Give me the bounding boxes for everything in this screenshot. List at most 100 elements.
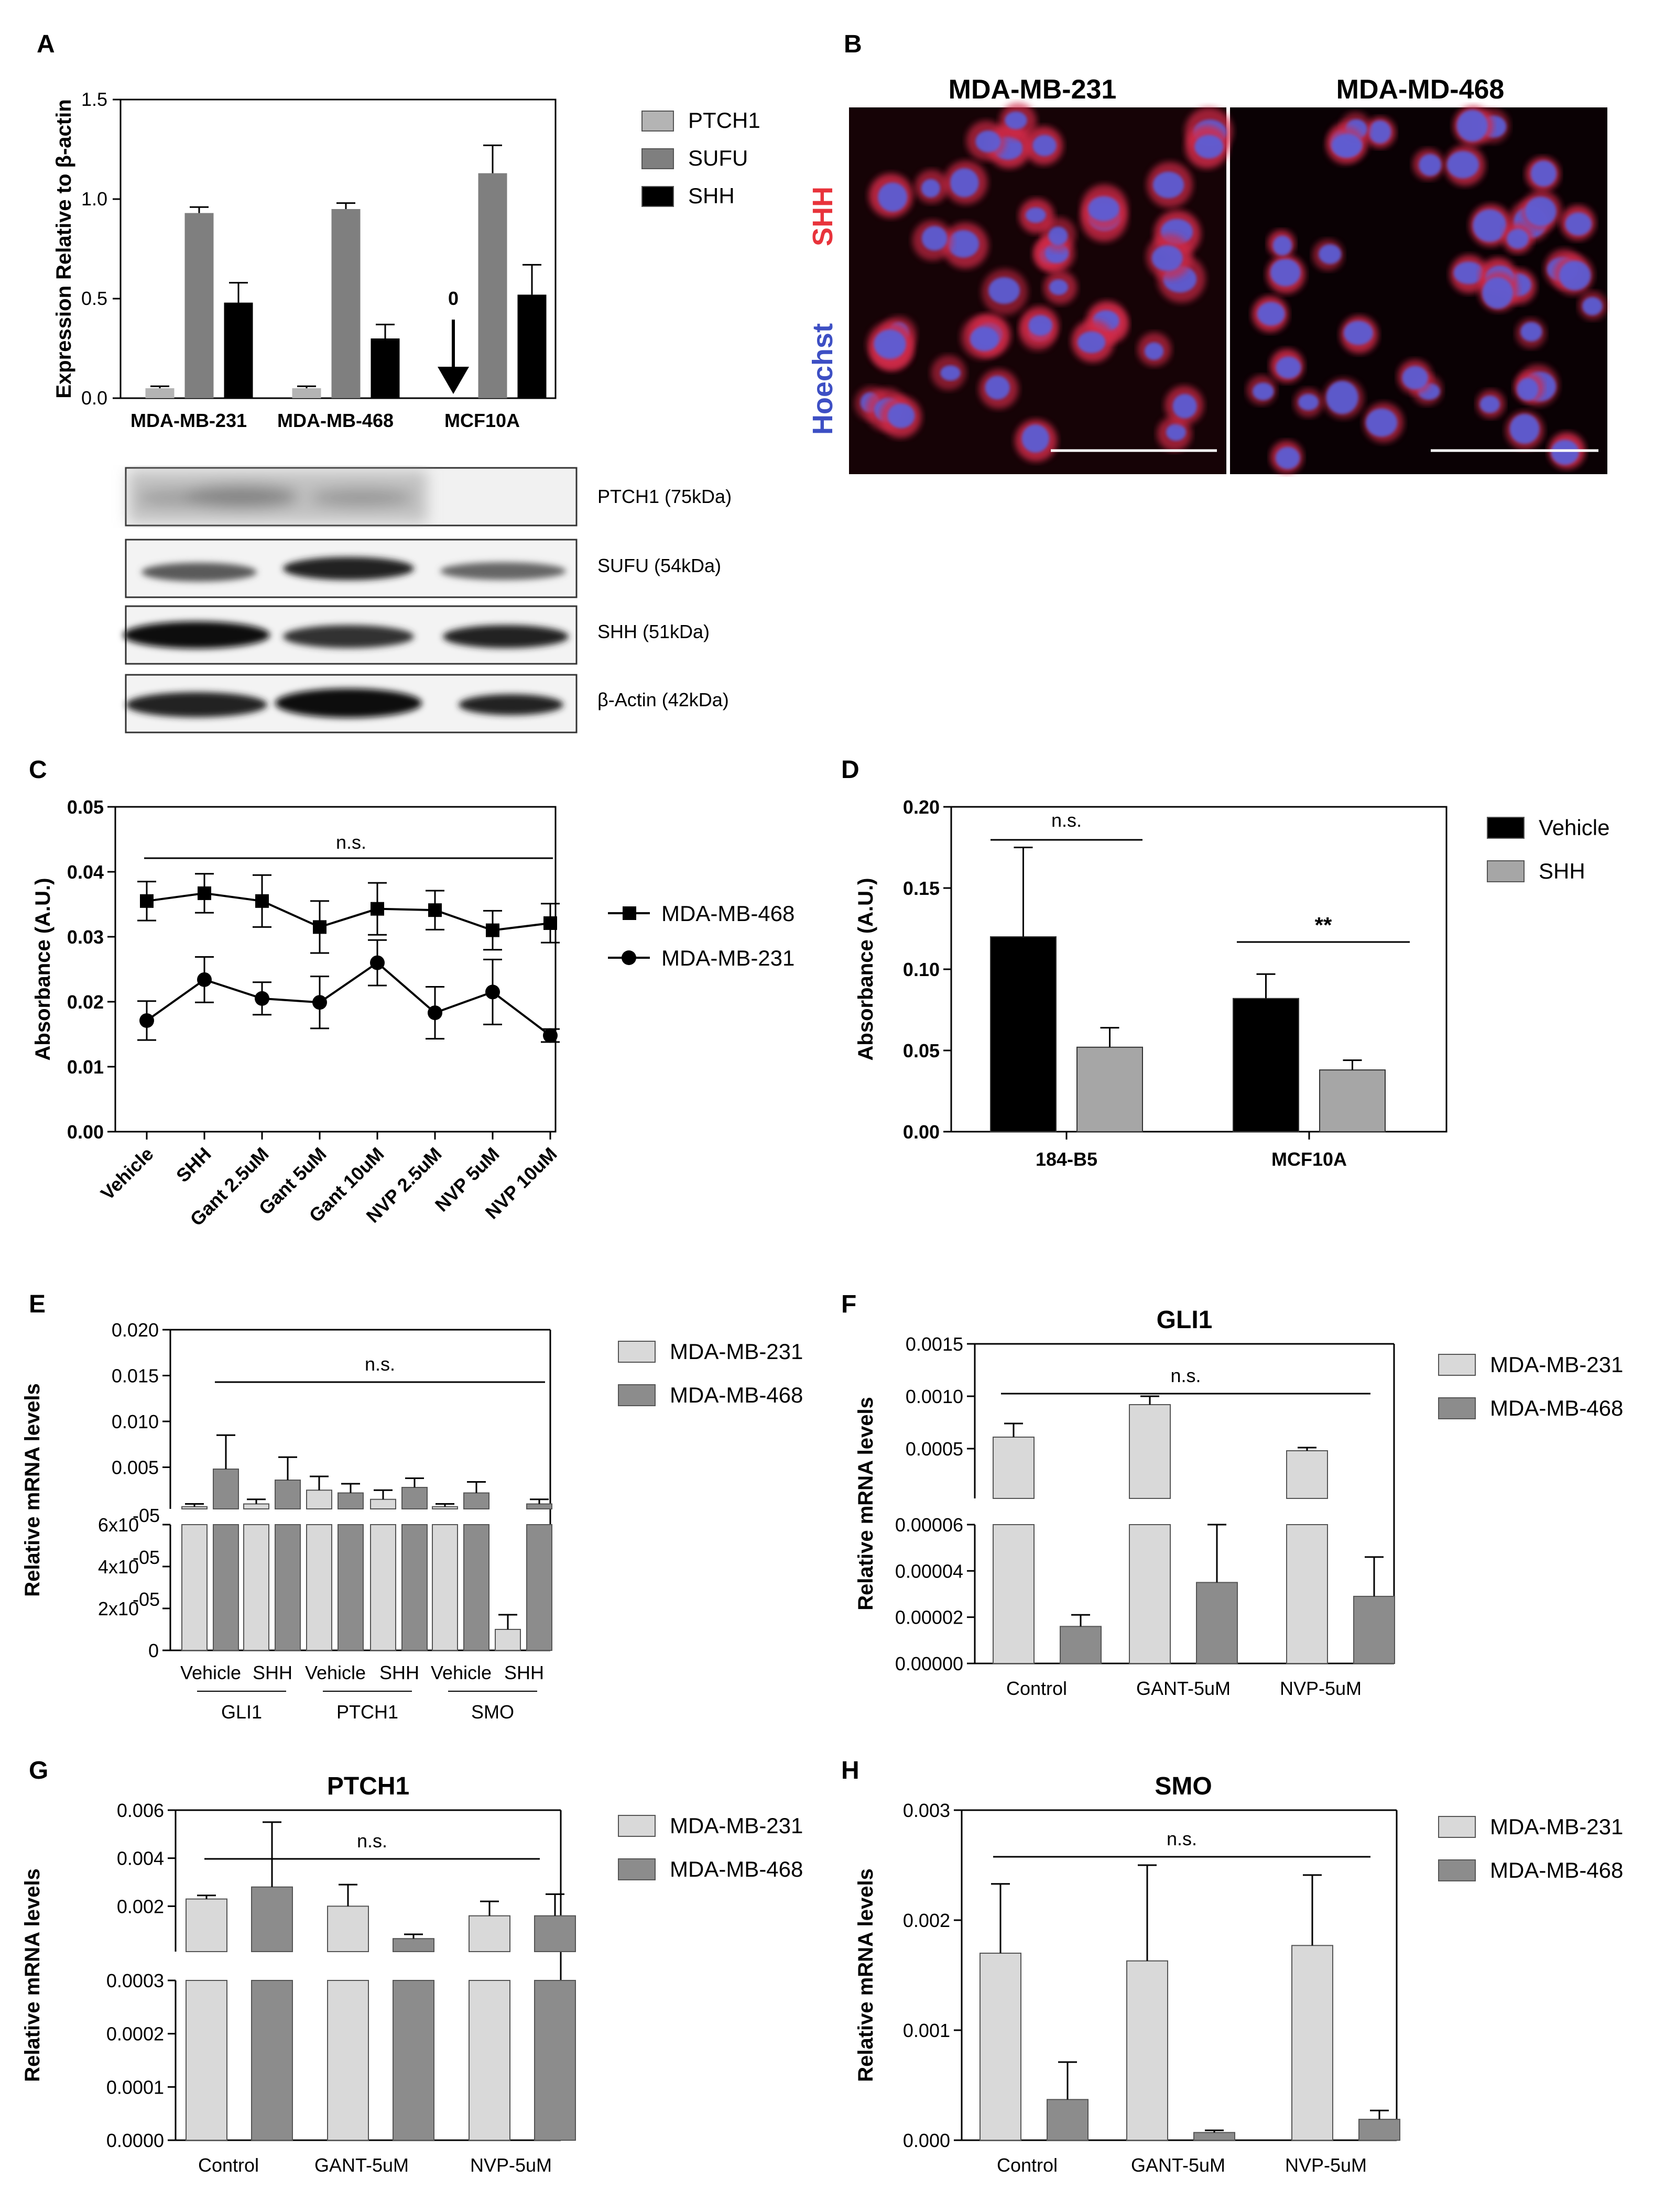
y-tick-label: 0.0	[81, 387, 107, 409]
cell-nucleus	[1366, 408, 1398, 437]
bar	[1233, 998, 1299, 1133]
bar	[1047, 2099, 1089, 2141]
x-tick-label: Control	[1006, 1678, 1067, 1699]
x-tick-label: Vehicle	[431, 1662, 492, 1683]
y-tick-label: 6x10	[98, 1514, 139, 1536]
y-tick-label: 0.05	[67, 796, 104, 818]
significance-label: n.s.	[1167, 1828, 1197, 1849]
cells-231	[854, 103, 1233, 462]
blot-label-sufu: SUFU (54kDa)	[597, 555, 721, 576]
cell-nucleus	[1275, 446, 1300, 469]
legend-label: MDA-MB-468	[1490, 1396, 1623, 1420]
data-point	[428, 903, 442, 917]
cell-nucleus	[1172, 393, 1197, 419]
x-tick-label: NVP-5uM	[470, 2154, 552, 2176]
plot-frame	[114, 806, 557, 1133]
bar	[1129, 1524, 1171, 1664]
y-tick-label: 0.004	[117, 1848, 164, 1869]
bar	[370, 1524, 396, 1651]
y-tick-label: 0.5	[81, 288, 107, 309]
cell-nucleus	[1276, 356, 1301, 379]
y-tick-label: 1.0	[81, 188, 107, 210]
bar	[306, 1524, 332, 1651]
western-blot: PTCH1 (75kDa) SUFU (54kDa) SHH (51kDa) β…	[123, 467, 732, 733]
cell-nucleus	[1032, 135, 1057, 157]
data-point	[255, 991, 269, 1006]
legend-swatch	[1438, 1354, 1476, 1376]
chart-title: PTCH1	[327, 1772, 409, 1800]
panel-label-f: F	[841, 1290, 856, 1318]
legend-label: MDA-MB-231	[670, 1813, 803, 1838]
panel-label-c: C	[29, 756, 47, 784]
x-tick-label: GANT-5uM	[1136, 1678, 1231, 1699]
panel-label-g: G	[29, 1757, 48, 1784]
bar	[534, 1980, 576, 2141]
bar	[327, 1906, 369, 1952]
bar	[331, 209, 361, 398]
cell-nucleus	[878, 182, 908, 212]
legend-swatch	[618, 1858, 656, 1880]
y-tick-label: 0.005	[112, 1457, 159, 1479]
bar	[292, 388, 321, 398]
cell-nucleus	[1509, 414, 1540, 444]
blot-band	[459, 694, 563, 715]
cell-nucleus	[1253, 382, 1274, 400]
blot-label-actin: β-Actin (42kDa)	[597, 689, 729, 710]
y-tick-label: 0.00	[67, 1121, 104, 1143]
y-tick-label: 0.00004	[895, 1560, 963, 1582]
micrograph-title-468: MDA-MD-468	[1336, 74, 1505, 105]
panel-label-h: H	[841, 1757, 859, 1784]
group-label: SMO	[471, 1701, 514, 1723]
y-tick-label: 0.002	[903, 1910, 950, 1931]
bar	[181, 1524, 208, 1651]
bar	[275, 1480, 301, 1509]
cell-nucleus	[1270, 258, 1301, 287]
x-tick-label: MDA-MB-231	[130, 410, 247, 431]
y-tick-label: 0.003	[903, 1800, 950, 1821]
micrograph-divider	[1226, 107, 1230, 474]
bar	[393, 1938, 434, 1952]
cell-nucleus	[1402, 366, 1428, 390]
bar	[338, 1492, 364, 1509]
bar	[432, 1524, 458, 1651]
blot-band	[136, 490, 210, 505]
bar	[338, 1524, 364, 1651]
cell-nucleus	[1049, 279, 1068, 295]
y-tick-label: 0.006	[117, 1800, 164, 1821]
micrograph-title-231: MDA-MB-231	[949, 74, 1117, 105]
y-tick-label: 0.002	[117, 1896, 164, 1917]
y-tick-label: 0.05	[903, 1040, 940, 1061]
cell-nucleus	[1456, 109, 1488, 142]
cell-nucleus	[1272, 235, 1292, 256]
blot-band	[443, 625, 569, 648]
legend-label: MDA-MB-231	[1490, 1814, 1623, 1839]
cell-nucleus	[948, 230, 980, 258]
bar	[186, 1898, 227, 1952]
x-tick-label: NVP-5uM	[1285, 2154, 1367, 2176]
bar	[306, 1490, 332, 1509]
y-tick-label: 4x10	[98, 1556, 139, 1578]
bar	[145, 388, 175, 398]
significance-label: n.s.	[365, 1353, 395, 1375]
panel-a: A 0.0 0.5 1.0 1.5 Expression Relative to β-ac…	[37, 30, 760, 431]
cell-nucleus	[1025, 207, 1046, 223]
data-point	[371, 902, 384, 916]
arrow-head	[438, 367, 469, 394]
legend-swatch	[618, 1815, 656, 1837]
y-tick-exponent: -05	[133, 1589, 160, 1610]
bar	[1286, 1524, 1328, 1664]
panel-b: B MDA-MB-231 MDA-MD-468 SHH Hoechst	[807, 30, 1607, 474]
bar	[186, 1980, 227, 2141]
cell-nucleus	[1332, 133, 1362, 158]
legend-label: SHH	[1539, 859, 1585, 883]
cell-nucleus	[1005, 111, 1027, 129]
x-tick-label: MCF10A	[1271, 1148, 1347, 1170]
bar	[469, 1915, 510, 1953]
legend-label: Vehicle	[1539, 815, 1609, 840]
bar	[243, 1524, 269, 1651]
y-tick-label: 0.0003	[106, 1970, 164, 1991]
bar	[243, 1503, 269, 1509]
data-point	[543, 1028, 558, 1043]
legend-label: MDA-MB-468	[670, 1383, 803, 1407]
y-tick-label: 0.0000	[106, 2130, 164, 2151]
